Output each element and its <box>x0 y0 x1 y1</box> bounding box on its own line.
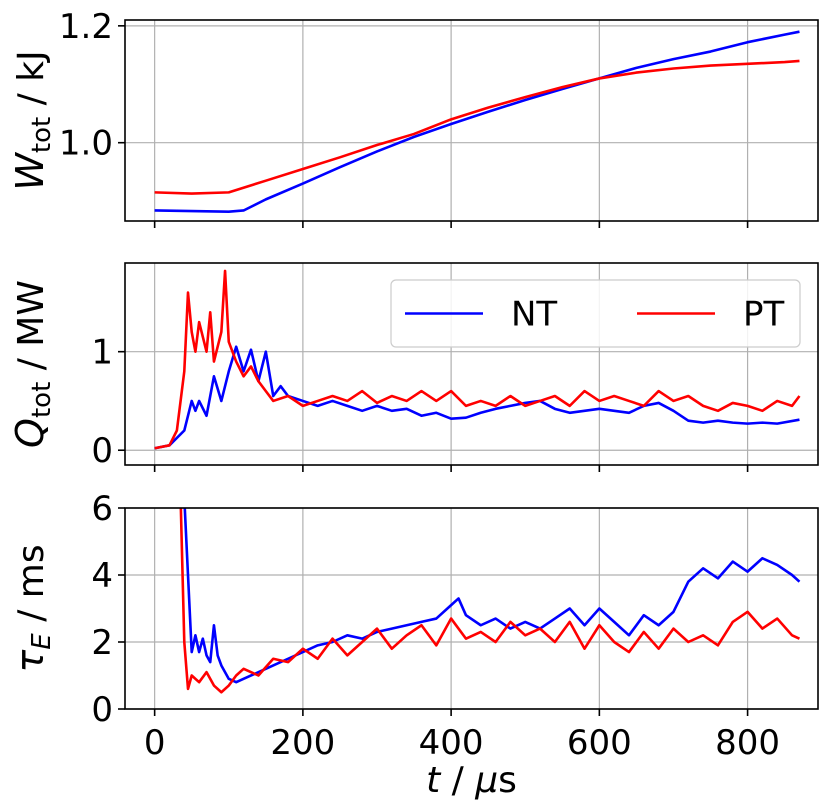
x-tick-label: 400 <box>419 723 484 763</box>
x-tick-label: 800 <box>715 723 780 763</box>
x-axis-label-sep: / <box>440 760 475 801</box>
y-axis-label-unit: / MW <box>11 280 52 382</box>
x-axis-label-unit-symbol: μ <box>474 760 498 801</box>
y-axis-label-subscript: tot <box>27 117 57 153</box>
x-tick-label: 0 <box>144 723 166 763</box>
y-tick-label: 1.2 <box>59 7 113 47</box>
y-axis-label-subscript: tot <box>27 382 57 418</box>
series-line-nt <box>154 345 800 450</box>
y-tick-label: 0 <box>91 690 113 730</box>
y-tick-label: 0 <box>91 431 113 471</box>
axes-frame <box>124 262 819 466</box>
series-line-pt <box>154 269 801 450</box>
panel-confinement-time: 0 200 400 600 800 0 2 4 6 τE / ms t / μs <box>8 489 819 801</box>
series-line-nt <box>183 508 801 684</box>
panel-power: 0 1 Qtot / MW NT PT <box>8 262 819 472</box>
axes-frame <box>124 507 819 710</box>
y-axis-label-symbol: τ <box>8 649 52 673</box>
series-line-pt <box>179 508 801 694</box>
series-line-pt <box>154 59 800 195</box>
y-axis-label-unit: / kJ <box>11 50 52 116</box>
y-tick-label: 1 <box>91 333 113 373</box>
x-tick-label: 600 <box>567 723 632 763</box>
y-axis-label: Wtot / kJ <box>8 50 57 190</box>
x-axis-label: t / μs <box>426 760 517 801</box>
y-axis-label-unit: / ms <box>11 544 52 633</box>
legend-label-pt: PT <box>743 295 785 335</box>
y-tick-label: 6 <box>91 489 113 529</box>
x-tick-label: 200 <box>270 723 335 763</box>
y-tick-label: 4 <box>91 556 113 596</box>
y-axis-label: τE / ms <box>8 544 57 672</box>
y-axis-label-symbol: Q <box>8 418 52 448</box>
x-axis-label-unit-rest: s <box>498 760 517 801</box>
legend-label-nt: NT <box>511 295 557 335</box>
x-axis-label-symbol: t <box>426 760 442 801</box>
y-tick-label: 1.0 <box>59 124 113 164</box>
legend-box <box>390 279 801 348</box>
y-axis-label: Qtot / MW <box>8 280 57 448</box>
y-tick-label: 2 <box>91 623 113 663</box>
y-axis-label-subscript: E <box>27 633 57 650</box>
y-axis-label-symbol: W <box>8 152 52 191</box>
legend: NT PT <box>390 279 801 348</box>
series-line-nt <box>154 30 800 213</box>
axes-frame <box>124 19 819 222</box>
